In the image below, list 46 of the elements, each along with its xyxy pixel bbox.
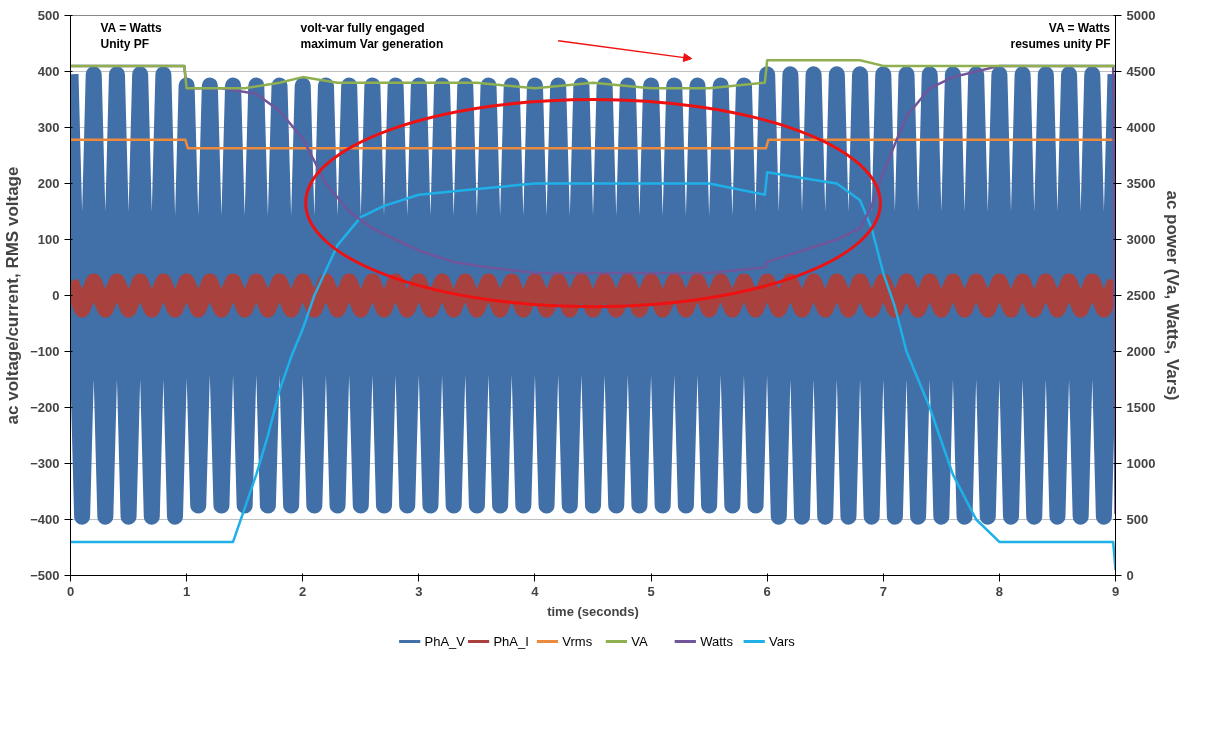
x-tick-label: 0 bbox=[66, 583, 75, 599]
x-tick-label: 9 bbox=[1111, 583, 1120, 599]
x-tick-label: 4 bbox=[531, 583, 540, 599]
y2-tick-label: 1000 bbox=[1126, 456, 1156, 471]
x-tick-label: 3 bbox=[415, 583, 423, 599]
x-tick-label: 8 bbox=[995, 583, 1004, 599]
x-tick-label: 6 bbox=[763, 583, 771, 599]
annotation: VA = Watts resumes unity PF bbox=[1010, 20, 1111, 52]
y2-tick-label: 2500 bbox=[1126, 288, 1156, 303]
y-tick-label: −300 bbox=[30, 456, 60, 471]
y-tick-label: 0 bbox=[52, 288, 60, 303]
y-tick-label: 500 bbox=[37, 8, 60, 23]
y2-tick-label: 3500 bbox=[1126, 176, 1156, 191]
y2-tick-label: 4000 bbox=[1126, 120, 1156, 135]
y-tick-label: −500 bbox=[30, 568, 60, 583]
legend-label: Vars bbox=[769, 634, 796, 649]
legend-label: PhA_I bbox=[493, 634, 529, 649]
y2-tick-label: 4500 bbox=[1126, 64, 1156, 79]
x-tick-label: 5 bbox=[647, 583, 655, 599]
y-tick-label: 400 bbox=[37, 64, 60, 79]
x-tick-label: 7 bbox=[879, 583, 887, 599]
x-tick-label: 2 bbox=[299, 583, 307, 599]
y2-tick-label: 500 bbox=[1126, 512, 1149, 527]
y-tick-label: 100 bbox=[37, 232, 60, 247]
legend-label: PhA_V bbox=[424, 634, 466, 649]
annotation: VA = Watts Unity PF bbox=[100, 20, 163, 52]
y-tick-label: −200 bbox=[30, 400, 60, 415]
legend-label: Vrms bbox=[562, 634, 593, 649]
line-series bbox=[70, 171, 1116, 572]
y-tick-label: −100 bbox=[30, 344, 60, 359]
annotation: volt-var fully engaged maximum Var generation bbox=[300, 20, 444, 52]
y-tick-label: 200 bbox=[37, 176, 60, 191]
line-series bbox=[70, 59, 1116, 90]
y-axis-title: ac voltage/current, RMS voltage bbox=[3, 166, 23, 425]
y2-tick-label: 3000 bbox=[1126, 232, 1156, 247]
y2-tick-label: 2000 bbox=[1126, 344, 1156, 359]
y2-axis-title: ac power (Va, Watts, Vars) bbox=[1163, 190, 1183, 401]
y2-tick-label: 0 bbox=[1126, 568, 1134, 583]
legend-label: Watts bbox=[700, 634, 734, 649]
y2-tick-label: 1500 bbox=[1126, 400, 1156, 415]
x-axis-title: time (seconds) bbox=[547, 603, 639, 619]
x-tick-label: 1 bbox=[183, 583, 191, 599]
y2-tick-label: 5000 bbox=[1126, 8, 1156, 23]
y-tick-label: 300 bbox=[37, 120, 60, 135]
legend-label: VA bbox=[631, 634, 648, 649]
y-tick-label: −400 bbox=[30, 512, 60, 527]
